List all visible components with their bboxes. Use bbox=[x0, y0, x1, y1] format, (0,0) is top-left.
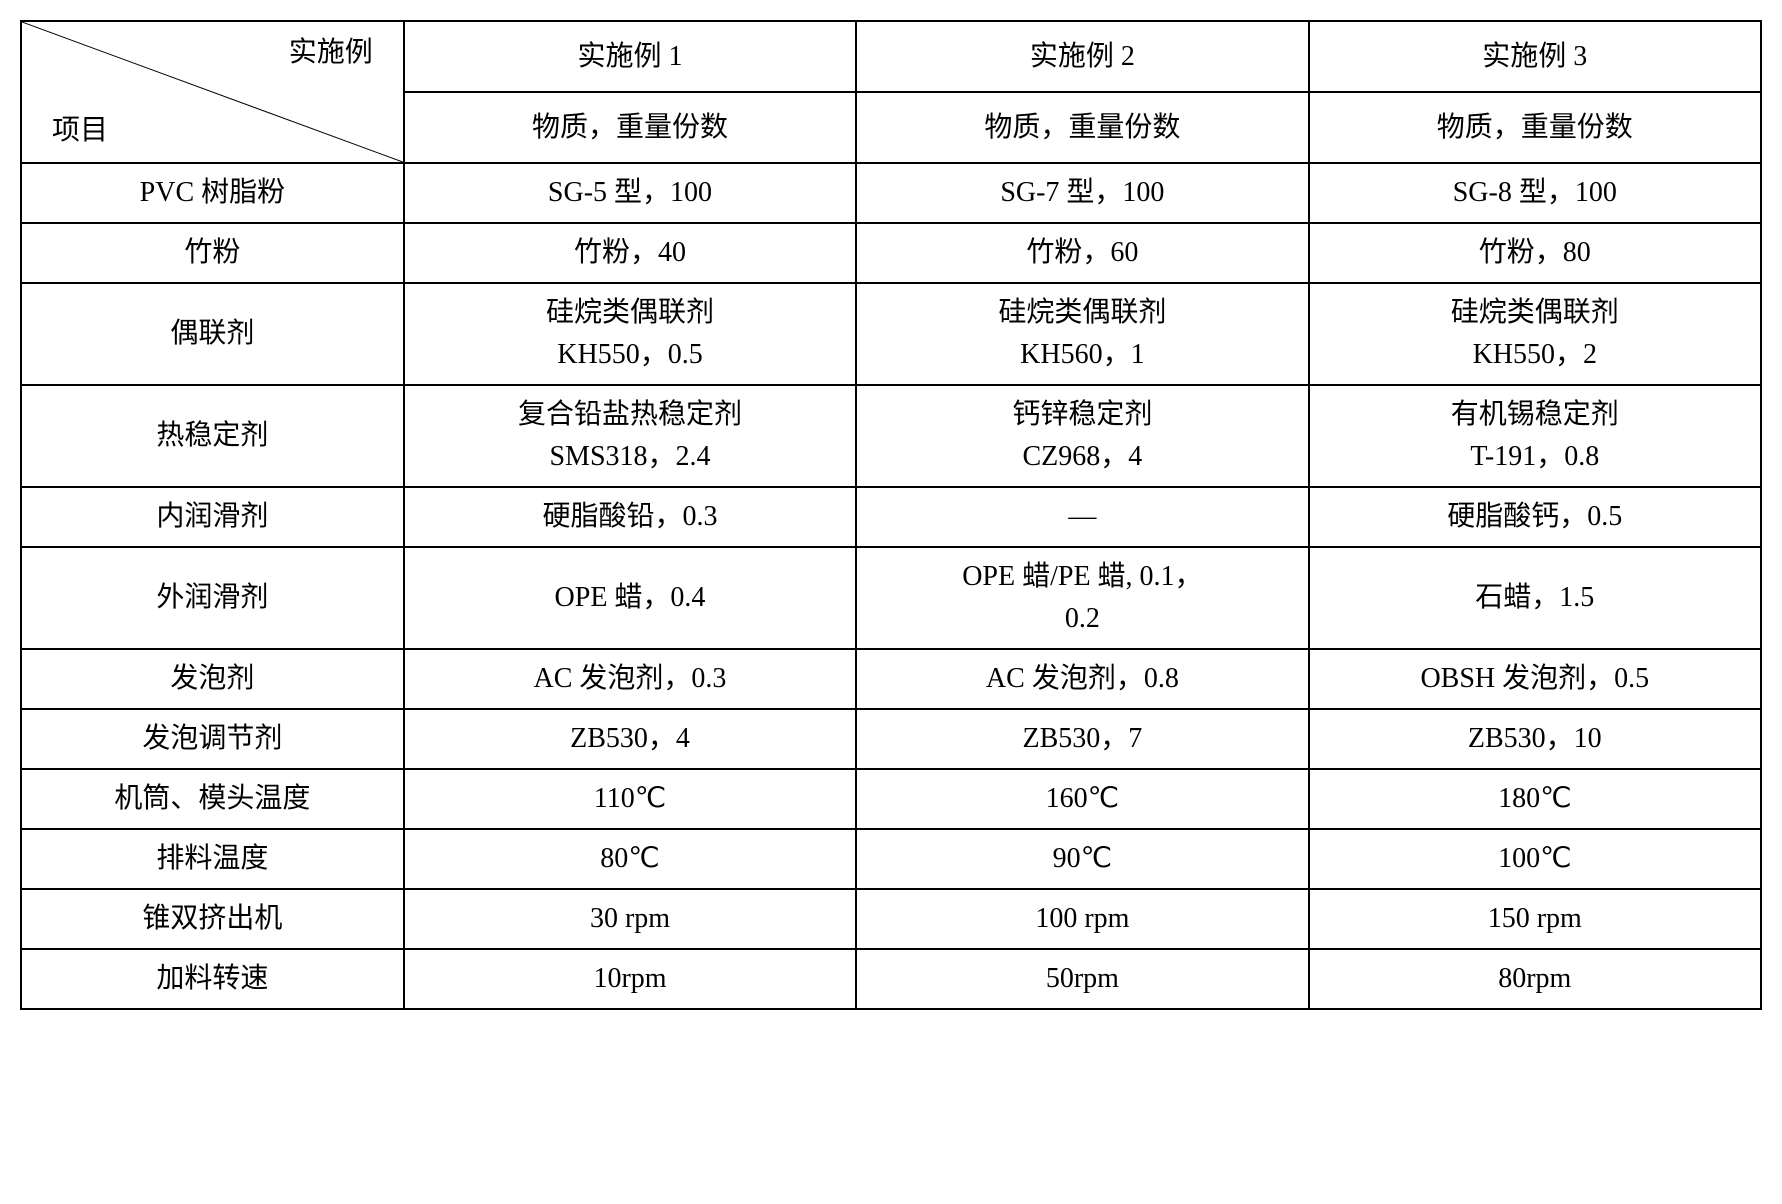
row-label: 发泡调节剂 bbox=[21, 709, 404, 769]
cell: 竹粉，40 bbox=[404, 223, 856, 283]
cell: 硅烷类偶联剂KH550，0.5 bbox=[404, 283, 856, 385]
cell: 复合铅盐热稳定剂SMS318，2.4 bbox=[404, 385, 856, 487]
cell: 竹粉，60 bbox=[856, 223, 1308, 283]
diagonal-header-cell: 实施例 项目 bbox=[21, 21, 404, 163]
sub-header: 物质，重量份数 bbox=[1309, 92, 1761, 163]
table-row: 发泡剂AC 发泡剂，0.3AC 发泡剂，0.8OBSH 发泡剂，0.5 bbox=[21, 649, 1761, 709]
table-row: 热稳定剂复合铅盐热稳定剂SMS318，2.4钙锌稳定剂CZ968，4有机锡稳定剂… bbox=[21, 385, 1761, 487]
cell: ZB530，7 bbox=[856, 709, 1308, 769]
cell: 100 rpm bbox=[856, 889, 1308, 949]
col-header: 实施例 1 bbox=[404, 21, 856, 92]
sub-header: 物质，重量份数 bbox=[856, 92, 1308, 163]
cell: ZB530，4 bbox=[404, 709, 856, 769]
cell: 硅烷类偶联剂KH550，2 bbox=[1309, 283, 1761, 385]
row-label: PVC 树脂粉 bbox=[21, 163, 404, 223]
table-row: PVC 树脂粉SG-5 型，100SG-7 型，100SG-8 型，100 bbox=[21, 163, 1761, 223]
cell: 110℃ bbox=[404, 769, 856, 829]
table-body: 实施例 项目 实施例 1 实施例 2 实施例 3 物质，重量份数 物质，重量份数… bbox=[21, 21, 1761, 1009]
table-row: 竹粉竹粉，40竹粉，60竹粉，80 bbox=[21, 223, 1761, 283]
row-label: 发泡剂 bbox=[21, 649, 404, 709]
table-row: 机筒、模头温度110℃160℃180℃ bbox=[21, 769, 1761, 829]
diag-header-bottom: 项目 bbox=[52, 110, 108, 152]
cell: SG-7 型，100 bbox=[856, 163, 1308, 223]
cell: AC 发泡剂，0.3 bbox=[404, 649, 856, 709]
row-label: 热稳定剂 bbox=[21, 385, 404, 487]
cell: SG-5 型，100 bbox=[404, 163, 856, 223]
cell: 钙锌稳定剂CZ968，4 bbox=[856, 385, 1308, 487]
sub-header: 物质，重量份数 bbox=[404, 92, 856, 163]
row-label: 机筒、模头温度 bbox=[21, 769, 404, 829]
cell: 有机锡稳定剂T-191，0.8 bbox=[1309, 385, 1761, 487]
cell: 160℃ bbox=[856, 769, 1308, 829]
cell: 硅烷类偶联剂KH560，1 bbox=[856, 283, 1308, 385]
cell: 硬脂酸钙，0.5 bbox=[1309, 487, 1761, 547]
cell: ZB530，10 bbox=[1309, 709, 1761, 769]
row-label: 加料转速 bbox=[21, 949, 404, 1009]
table-row: 外润滑剂OPE 蜡，0.4OPE 蜡/PE 蜡, 0.1，0.2石蜡，1.5 bbox=[21, 547, 1761, 649]
data-table: 实施例 项目 实施例 1 实施例 2 实施例 3 物质，重量份数 物质，重量份数… bbox=[20, 20, 1762, 1010]
col-header: 实施例 2 bbox=[856, 21, 1308, 92]
cell: 硬脂酸铅，0.3 bbox=[404, 487, 856, 547]
cell: 80℃ bbox=[404, 829, 856, 889]
cell: 90℃ bbox=[856, 829, 1308, 889]
cell: OPE 蜡/PE 蜡, 0.1，0.2 bbox=[856, 547, 1308, 649]
table-row: 锥双挤出机30 rpm100 rpm150 rpm bbox=[21, 889, 1761, 949]
cell: 50rpm bbox=[856, 949, 1308, 1009]
row-label: 锥双挤出机 bbox=[21, 889, 404, 949]
table-row: 内润滑剂硬脂酸铅，0.3—硬脂酸钙，0.5 bbox=[21, 487, 1761, 547]
cell: 石蜡，1.5 bbox=[1309, 547, 1761, 649]
cell: OPE 蜡，0.4 bbox=[404, 547, 856, 649]
table-row: 加料转速10rpm50rpm80rpm bbox=[21, 949, 1761, 1009]
header-row-1: 实施例 项目 实施例 1 实施例 2 实施例 3 bbox=[21, 21, 1761, 92]
cell: 80rpm bbox=[1309, 949, 1761, 1009]
table-row: 发泡调节剂ZB530，4ZB530，7ZB530，10 bbox=[21, 709, 1761, 769]
cell: OBSH 发泡剂，0.5 bbox=[1309, 649, 1761, 709]
cell: SG-8 型，100 bbox=[1309, 163, 1761, 223]
cell: 10rpm bbox=[404, 949, 856, 1009]
cell: 150 rpm bbox=[1309, 889, 1761, 949]
row-label: 外润滑剂 bbox=[21, 547, 404, 649]
table-row: 偶联剂硅烷类偶联剂KH550，0.5硅烷类偶联剂KH560，1硅烷类偶联剂KH5… bbox=[21, 283, 1761, 385]
col-header: 实施例 3 bbox=[1309, 21, 1761, 92]
cell: AC 发泡剂，0.8 bbox=[856, 649, 1308, 709]
cell: 竹粉，80 bbox=[1309, 223, 1761, 283]
row-label: 竹粉 bbox=[21, 223, 404, 283]
row-label: 内润滑剂 bbox=[21, 487, 404, 547]
cell: 180℃ bbox=[1309, 769, 1761, 829]
diag-header-top: 实施例 bbox=[289, 32, 373, 74]
table-row: 排料温度80℃90℃100℃ bbox=[21, 829, 1761, 889]
row-label: 偶联剂 bbox=[21, 283, 404, 385]
cell: — bbox=[856, 487, 1308, 547]
cell: 30 rpm bbox=[404, 889, 856, 949]
cell: 100℃ bbox=[1309, 829, 1761, 889]
row-label: 排料温度 bbox=[21, 829, 404, 889]
